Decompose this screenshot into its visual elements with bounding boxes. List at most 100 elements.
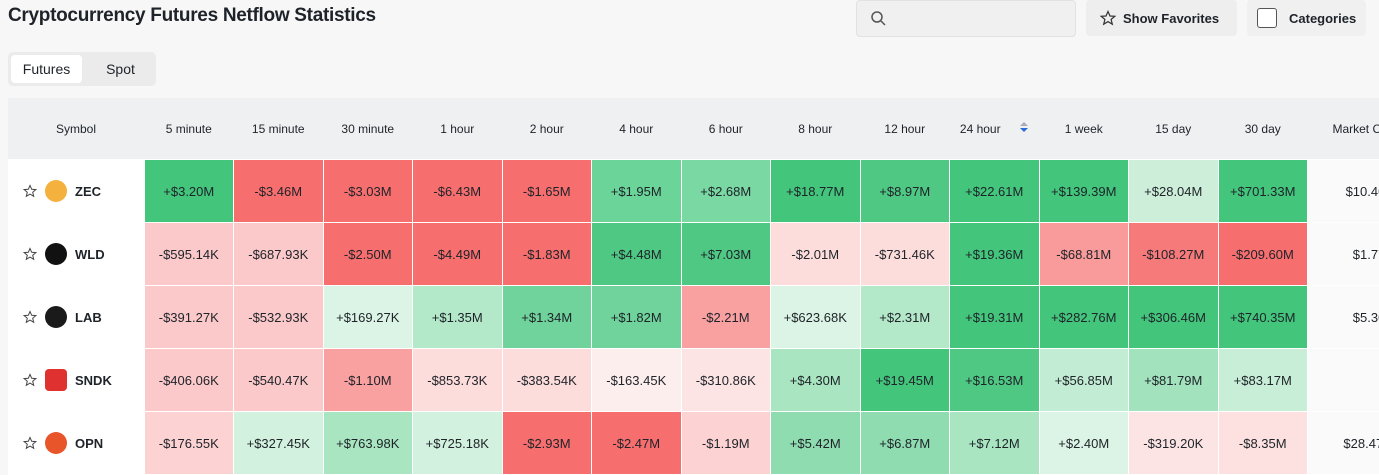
- netflow-cell: +$139.39M: [1039, 160, 1129, 223]
- market-cap: $10.40B: [1308, 160, 1379, 223]
- netflow-cell: -$3.46M: [234, 160, 324, 223]
- tab[interactable]: Spot: [85, 52, 156, 86]
- table-row: ZEC+$3.20M-$3.46M-$3.03M-$6.43M-$1.65M+$…: [8, 160, 1379, 223]
- column-header[interactable]: 30 day: [1218, 98, 1308, 160]
- netflow-cell: +$763.98K: [323, 412, 413, 475]
- netflow-cell: +$4.30M: [771, 349, 861, 412]
- button-label: Categories: [1289, 11, 1356, 26]
- netflow-cell: +$306.46M: [1129, 286, 1219, 349]
- netflow-cell: +$725.18K: [413, 412, 503, 475]
- netflow-cell: +$3.20M: [144, 160, 234, 223]
- netflow-cell: -$68.81M: [1039, 223, 1129, 286]
- netflow-cell: -$163.45K: [592, 349, 682, 412]
- netflow-cell: -$4.49M: [413, 223, 503, 286]
- netflow-cell: -$1.19M: [681, 412, 771, 475]
- netflow-cell: -$319.20K: [1129, 412, 1219, 475]
- netflow-cell: -$2.21M: [681, 286, 771, 349]
- netflow-cell: +$8.97M: [860, 160, 950, 223]
- netflow-cell: -$1.83M: [502, 223, 592, 286]
- column-header[interactable]: 2 hour: [502, 98, 592, 160]
- netflow-cell: -$595.14K: [144, 223, 234, 286]
- netflow-cell: -$176.55K: [144, 412, 234, 475]
- column-header[interactable]: 15 day: [1129, 98, 1219, 160]
- netflow-cell: +$327.45K: [234, 412, 324, 475]
- symbol-cell: WLD: [8, 223, 144, 286]
- netflow-cell: +$16.53M: [950, 349, 1040, 412]
- netflow-cell: +$5.42M: [771, 412, 861, 475]
- symbol-name: SNDK: [75, 373, 112, 388]
- column-header[interactable]: 6 hour: [681, 98, 771, 160]
- netflow-cell: +$1.34M: [502, 286, 592, 349]
- netflow-cell: -$3.03M: [323, 160, 413, 223]
- netflow-cell: -$532.93K: [234, 286, 324, 349]
- column-header[interactable]: 1 hour: [413, 98, 503, 160]
- netflow-cell: -$1.65M: [502, 160, 592, 223]
- search-box[interactable]: [856, 0, 1076, 37]
- netflow-cell: +$282.76M: [1039, 286, 1129, 349]
- column-header[interactable]: 12 hour: [860, 98, 950, 160]
- netflow-cell: +$83.17M: [1218, 349, 1308, 412]
- favorite-star[interactable]: [23, 310, 37, 324]
- netflow-cell: +$623.68K: [771, 286, 861, 349]
- column-header[interactable]: 24 hour: [950, 98, 1040, 160]
- netflow-cell: +$28.04M: [1129, 160, 1219, 223]
- netflow-cell: -$2.50M: [323, 223, 413, 286]
- column-header: Symbol: [8, 98, 144, 160]
- netflow-cell: -$209.60M: [1218, 223, 1308, 286]
- categories-button[interactable]: Categories: [1247, 0, 1366, 36]
- symbol-name: OPN: [75, 436, 103, 451]
- coin-icon: [45, 243, 67, 265]
- netflow-cell: -$2.47M: [592, 412, 682, 475]
- table-row: SNDK-$406.06K-$540.47K-$1.10M-$853.73K-$…: [8, 349, 1379, 412]
- symbol: SNDK: [9, 369, 143, 391]
- favorite-star[interactable]: [23, 436, 37, 450]
- netflow-cell: +$7.12M: [950, 412, 1040, 475]
- coin-icon: [45, 432, 67, 454]
- netflow-cell: -$540.47K: [234, 349, 324, 412]
- favorite-star[interactable]: [23, 373, 37, 387]
- table-row: WLD-$595.14K-$687.93K-$2.50M-$4.49M-$1.8…: [8, 223, 1379, 286]
- market-cap: $28.47M: [1308, 412, 1379, 475]
- column-header[interactable]: 4 hour: [592, 98, 682, 160]
- coin-icon: [45, 180, 67, 202]
- netflow-cell: +$7.03M: [681, 223, 771, 286]
- market-cap: [1308, 349, 1379, 412]
- coin-icon: [45, 369, 67, 391]
- column-header[interactable]: 8 hour: [771, 98, 861, 160]
- favorite-star[interactable]: [23, 184, 37, 198]
- netflow-cell: +$22.61M: [950, 160, 1040, 223]
- page-title: Cryptocurrency Futures Netflow Statistic…: [8, 5, 376, 27]
- netflow-cell: +$2.68M: [681, 160, 771, 223]
- column-header[interactable]: 30 minute: [323, 98, 413, 160]
- column-header[interactable]: 15 minute: [234, 98, 324, 160]
- netflow-cell: +$56.85M: [1039, 349, 1129, 412]
- tab[interactable]: Futures: [11, 55, 82, 83]
- symbol-cell: SNDK: [8, 349, 144, 412]
- netflow-cell: -$2.01M: [771, 223, 861, 286]
- column-header[interactable]: 1 week: [1039, 98, 1129, 160]
- netflow-cell: +$2.31M: [860, 286, 950, 349]
- netflow-cell: -$853.73K: [413, 349, 503, 412]
- favorites-button[interactable]: Show Favorites: [1086, 0, 1237, 36]
- symbol-cell: ZEC: [8, 160, 144, 223]
- netflow-cell: -$731.46K: [860, 223, 950, 286]
- netflow-cell: +$1.35M: [413, 286, 503, 349]
- column-header[interactable]: Market Cap: [1308, 98, 1379, 160]
- netflow-cell: -$108.27M: [1129, 223, 1219, 286]
- netflow-cell: +$19.31M: [950, 286, 1040, 349]
- symbol: OPN: [9, 432, 143, 454]
- table-row: OPN -$176.55K+$327.45K+$763.98K+$725.18K -…: [8, 412, 1379, 475]
- netflow-cell: -$406.06K: [144, 349, 234, 412]
- symbol-name: WLD: [75, 247, 105, 262]
- netflow-cell: +$2.40M: [1039, 412, 1129, 475]
- search-icon: [869, 9, 889, 29]
- sort-icon[interactable]: [1019, 121, 1029, 133]
- symbol: ZEC: [9, 180, 143, 202]
- netflow-cell: +$740.35M: [1218, 286, 1308, 349]
- netflow-cell: +$19.45M: [860, 349, 950, 412]
- column-header[interactable]: 5 minute: [144, 98, 234, 160]
- netflow-cell: +$4.48M: [592, 223, 682, 286]
- table-row: LAB-$391.27K-$532.93K+$169.27K+$1.35M+$1…: [8, 286, 1379, 349]
- favorite-star[interactable]: [23, 247, 37, 261]
